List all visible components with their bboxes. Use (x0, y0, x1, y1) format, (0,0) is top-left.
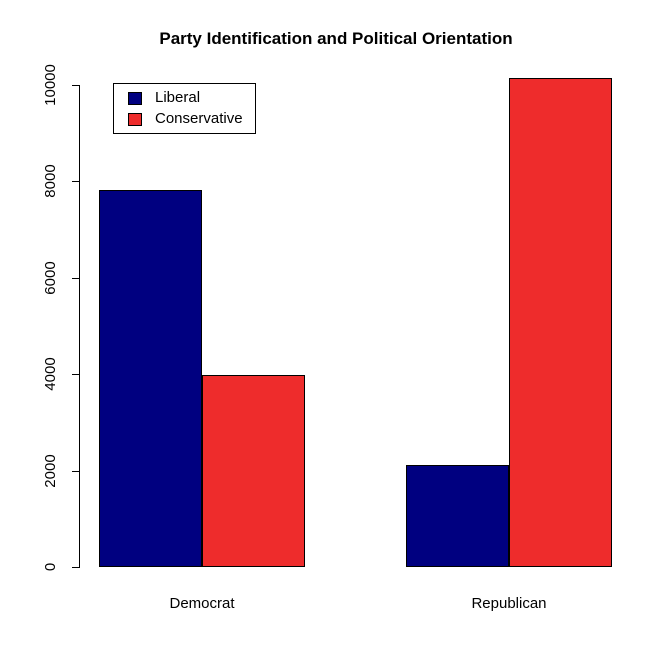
bar-democrat-conservative (202, 375, 305, 567)
y-tick-mark (72, 278, 79, 279)
legend: Liberal Conservative (113, 83, 256, 134)
legend-swatch-liberal-icon (128, 91, 142, 105)
x-category-label: Democrat (169, 595, 235, 612)
legend-item-conservative: Conservative (128, 111, 255, 127)
bar-republican-liberal (406, 465, 509, 567)
legend-swatch-conservative-icon (128, 112, 142, 126)
y-tick-label: 0 (42, 562, 59, 572)
y-tick-mark (72, 181, 79, 182)
y-axis-line (79, 85, 80, 568)
y-tick-label: 8000 (42, 164, 59, 198)
y-tick-mark (72, 471, 79, 472)
chart-title: Party Identification and Political Orien… (159, 29, 513, 48)
y-tick-label: 4000 (42, 357, 59, 391)
y-tick-label: 2000 (42, 454, 59, 488)
legend-label-liberal: Liberal (155, 89, 201, 106)
y-tick-mark (72, 85, 79, 86)
legend-label-conservative: Conservative (155, 110, 243, 127)
bar-republican-conservative (509, 78, 612, 567)
bar-democrat-liberal (99, 190, 202, 567)
y-tick-label: 10000 (42, 64, 59, 106)
y-tick-mark (72, 374, 79, 375)
legend-item-liberal: Liberal (128, 90, 255, 106)
x-category-label: Republican (471, 595, 547, 612)
y-tick-label: 6000 (42, 261, 59, 295)
y-tick-mark (72, 567, 79, 568)
